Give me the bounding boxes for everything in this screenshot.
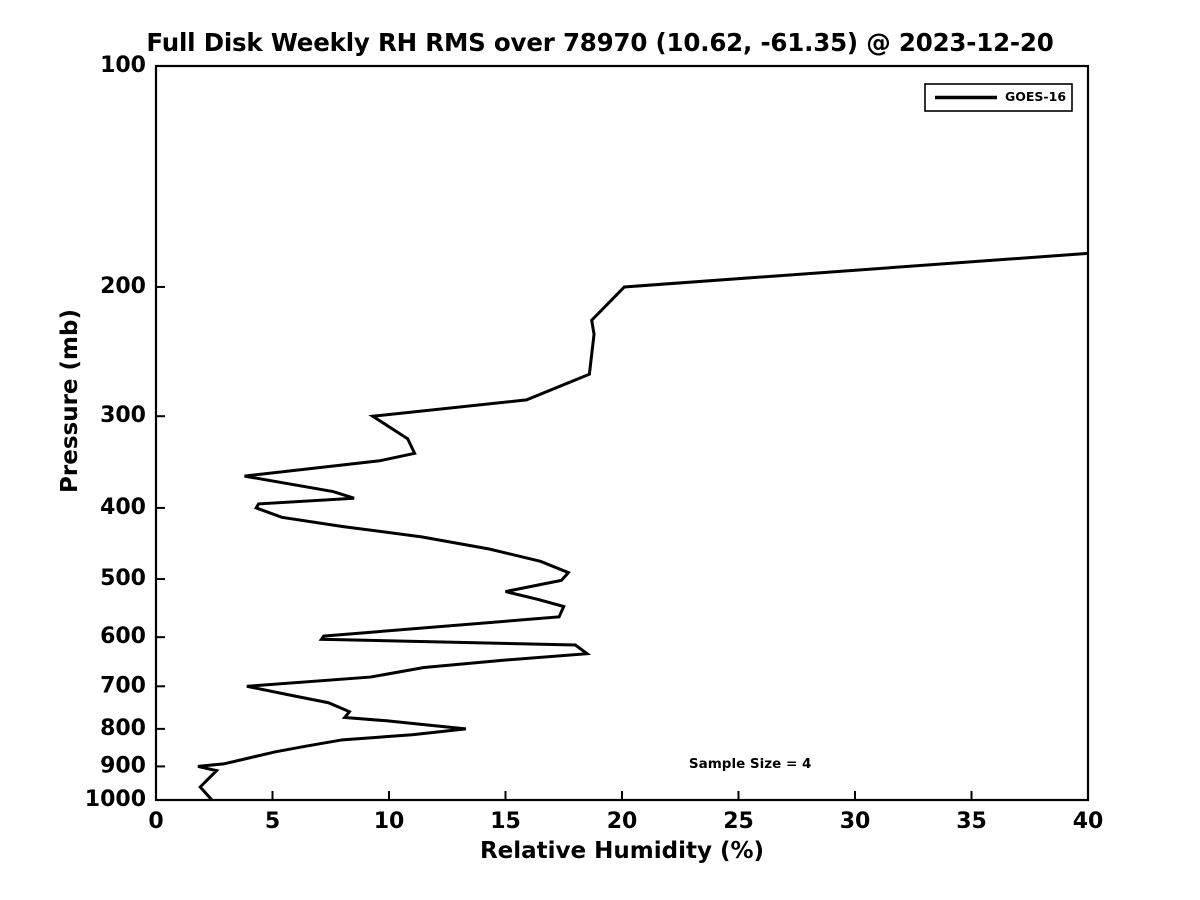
y-tick-label: 800 (100, 716, 146, 741)
y-tick-label: 1000 (85, 787, 146, 812)
y-tick-label: 100 (100, 53, 146, 78)
y-tick-label: 200 (100, 274, 146, 299)
data-series-group (197, 251, 1089, 802)
sample-size-annotation: Sample Size = 4 (689, 756, 812, 772)
x-tick-label: 25 (723, 809, 754, 834)
x-tick-label: 15 (490, 809, 521, 834)
x-axis-ticks: 0 5 10 15 20 25 30 35 40 (148, 791, 1103, 834)
y-tick-label: 300 (100, 403, 146, 428)
x-tick-label: 30 (840, 809, 871, 834)
axes-frame (154, 64, 1090, 802)
x-tick-label: 5 (265, 809, 280, 834)
y-axis-ticks: 100 200 300 400 500 600 700 800 900 1000 (85, 53, 165, 812)
x-axis-label: Relative Humidity (%) (479, 838, 765, 864)
y-tick-label: 900 (100, 753, 146, 778)
chart-legend: GOES-16 (924, 83, 1073, 112)
annotations-group: Sample Size = 4 (689, 756, 812, 772)
y-tick-label: 400 (100, 495, 146, 520)
x-tick-label: 0 (148, 809, 163, 834)
chart-title: Full Disk Weekly RH RMS over 78970 (10.6… (146, 28, 1054, 57)
axes-border (154, 64, 1090, 802)
x-tick-label: 20 (607, 809, 638, 834)
y-tick-label: 700 (100, 673, 146, 698)
x-tick-label: 35 (956, 809, 987, 834)
x-tick-label: 40 (1073, 809, 1104, 834)
data-line-goes-16 (197, 251, 1089, 802)
legend-label: GOES-16 (1005, 89, 1066, 104)
y-tick-label: 600 (100, 624, 146, 649)
y-tick-label: 500 (100, 566, 146, 591)
x-tick-label: 10 (374, 809, 405, 834)
